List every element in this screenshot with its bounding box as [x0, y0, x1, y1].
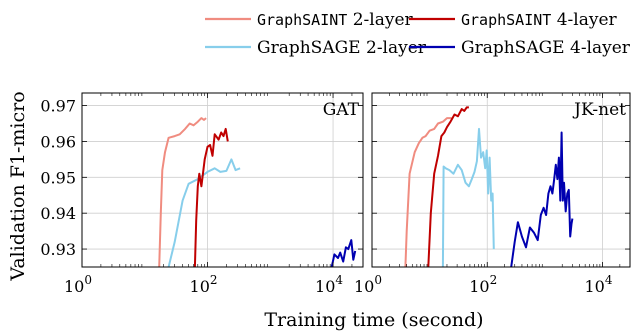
series-line-0-3	[330, 239, 357, 267]
legend-suffix-0: 2-layer	[347, 10, 413, 30]
x-tick-label-1-1: 102	[469, 273, 497, 296]
x-tick-base: 10	[354, 277, 374, 296]
legend-label-1: GraphSAINT 4-layer	[461, 10, 618, 30]
y-tick-label-2: 0.95	[40, 168, 76, 187]
series-line-1-2	[441, 127, 495, 267]
series-line-0-2	[193, 127, 229, 267]
legend: GraphSAINT 2-layer GraphSAINT 4-layerGrap…	[205, 10, 631, 58]
panel-title-0: GAT	[323, 100, 360, 120]
legend-label-2: GraphSAGE 2-layer	[257, 38, 427, 58]
y-tick-label-3: 0.96	[40, 132, 76, 151]
x-tick-label-1-2: 104	[585, 273, 613, 296]
series-line-1-3	[510, 131, 574, 267]
panel-frame-0	[81, 92, 364, 268]
legend-method-0: GraphSAINT	[257, 11, 347, 29]
legend-suffix-3: 4-layer	[565, 38, 631, 58]
legend-method-3: GraphSAGE	[461, 38, 565, 58]
x-tick-exponent: 2	[210, 273, 218, 287]
x-tick-label-0-2: 104	[315, 273, 343, 296]
series-line-1-0	[404, 117, 452, 267]
x-tick-label-1-0: 100	[354, 273, 382, 296]
series-line-0-1	[167, 158, 241, 267]
x-tick-base: 10	[64, 277, 84, 296]
x-tick-base: 10	[585, 277, 605, 296]
legend-label-3: GraphSAGE 4-layer	[461, 38, 631, 58]
x-tick-exponent: 2	[490, 273, 498, 287]
legend-suffix-2: 2-layer	[361, 38, 427, 58]
legend-method-1: GraphSAINT	[461, 11, 551, 29]
series-line-1-1	[427, 106, 469, 267]
x-tick-base: 10	[469, 277, 489, 296]
y-tick-label-4: 0.97	[40, 97, 76, 116]
y-tick-label-0: 0.93	[40, 240, 76, 259]
x-tick-label-0-1: 102	[190, 273, 218, 296]
y-axis-title: Validation F1-micro	[7, 91, 29, 281]
y-tick-label-1: 0.94	[40, 204, 76, 223]
x-tick-exponent: 0	[84, 273, 92, 287]
x-tick-base: 10	[315, 277, 335, 296]
x-tick-exponent: 4	[605, 273, 613, 287]
x-tick-label-0-0: 100	[64, 273, 92, 296]
legend-method-2: GraphSAGE	[257, 38, 361, 58]
x-tick-exponent: 0	[374, 273, 382, 287]
panel-frame-1	[371, 92, 631, 268]
legend-suffix-1: 4-layer	[551, 10, 617, 30]
legend-label-0: GraphSAINT 2-layer	[257, 10, 414, 30]
panel-title-1: JK-net	[572, 100, 626, 120]
x-axis-title: Training time (second)	[264, 309, 483, 331]
series-line-0-0	[158, 117, 207, 267]
x-tick-exponent: 4	[335, 273, 343, 287]
x-tick-base: 10	[190, 277, 210, 296]
